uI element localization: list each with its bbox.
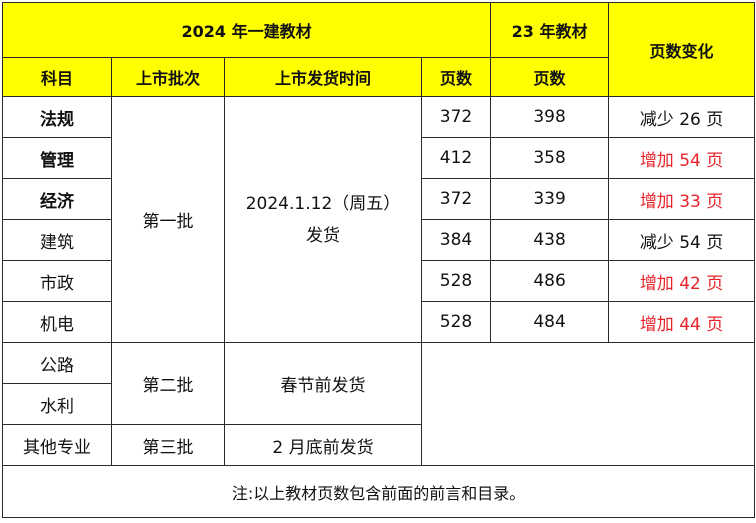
pages-2023-cell: 339 (490, 178, 610, 220)
pages-2024-cell: 372 (420, 178, 492, 220)
header-page-change: 页数变化 (608, 2, 756, 97)
subject-cell: 公路 (2, 342, 112, 384)
pages-2024-cell: 528 (420, 260, 492, 302)
ship-time-third-cell: 2 月底前发货 (224, 424, 422, 466)
table-row: 机电 528 484 增加 44 页 (2, 301, 756, 343)
table-row: 法规 第一批 2024.1.12（周五） 发货 372 398 减少 26 页 (2, 96, 756, 343)
ship-status-text: 发货 (306, 225, 340, 246)
pages-2024-cell: 412 (420, 137, 492, 179)
table-row: 市政 528 486 增加 42 页 (2, 260, 756, 302)
pages-2024-cell: 528 (420, 301, 492, 343)
page-change-cell: 减少 54 页 (608, 219, 756, 261)
header-ship-time: 上市发货时间 (224, 57, 422, 97)
header-batch: 上市批次 (111, 57, 225, 97)
page-change-cell: 增加 33 页 (608, 178, 756, 220)
table-row: 公路 第二批 春节前发货 (2, 342, 756, 466)
subject-cell: 经济 (2, 178, 112, 220)
subject-cell: 法规 (2, 96, 112, 138)
page-change-cell: 增加 44 页 (608, 301, 756, 343)
pages-2024-cell: 384 (420, 219, 492, 261)
header-2024-textbook: 2024 年一建教材 (1, 2, 492, 58)
batch-third-cell: 第三批 (111, 424, 225, 466)
pages-2023-cell: 438 (490, 219, 610, 261)
subject-cell: 机电 (2, 301, 112, 343)
batch-second-cell: 第二批 (111, 342, 225, 425)
empty-cell (420, 342, 756, 466)
pages-2023-cell: 486 (490, 260, 610, 302)
ship-time-second-cell: 春节前发货 (224, 342, 422, 425)
table-row: 建筑 384 438 减少 54 页 (2, 219, 756, 261)
pages-2023-cell: 398 (490, 96, 610, 138)
page-change-cell: 减少 26 页 (608, 96, 756, 138)
table-row: 经济 372 339 增加 33 页 (2, 178, 756, 220)
header-pages-2023: 页数 (490, 57, 610, 97)
header-subject: 科目 (2, 57, 112, 97)
pages-2023-cell: 358 (490, 137, 610, 179)
table-row: 水利 (2, 383, 755, 425)
subject-cell: 水利 (2, 383, 112, 425)
ship-date-text: 2024.1.12（周五） (245, 193, 401, 214)
table-row: 管理 412 358 增加 54 页 (2, 137, 756, 179)
subject-cell: 市政 (2, 260, 112, 302)
batch-first-cell: 第一批 (111, 96, 225, 343)
pages-2023-cell: 484 (490, 301, 610, 343)
subject-cell: 建筑 (2, 219, 112, 261)
table-row: 其他专业 第三批 2 月底前发货 (2, 424, 755, 466)
table-note: 注:以上教材页数包含前面的前言和目录。 (1, 465, 756, 518)
page-change-cell: 增加 54 页 (608, 137, 756, 179)
ship-time-first-cell: 2024.1.12（周五） 发货 (224, 96, 422, 343)
header-pages-2024: 页数 (420, 57, 492, 97)
pages-2024-cell: 372 (420, 96, 492, 138)
subject-cell: 管理 (2, 137, 112, 179)
header-2023-textbook: 23 年教材 (490, 2, 610, 58)
subject-cell: 其他专业 (2, 424, 112, 466)
page-change-cell: 增加 42 页 (608, 260, 756, 302)
